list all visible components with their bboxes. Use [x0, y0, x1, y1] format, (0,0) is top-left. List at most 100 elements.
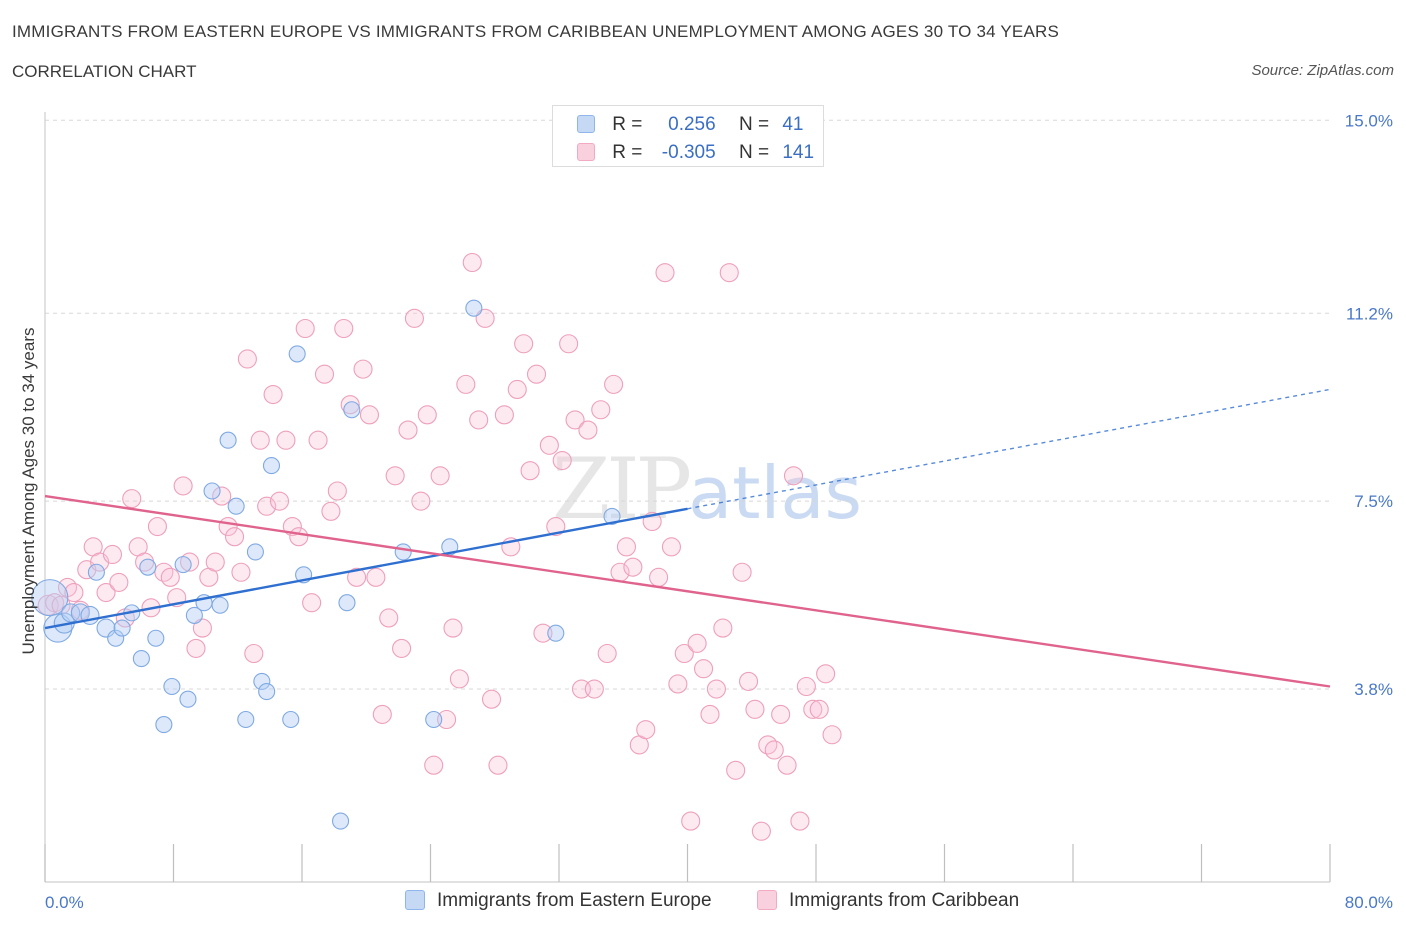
trend-line-eastern-europe: [44, 507, 688, 630]
chart-subtitle: CORRELATION CHART: [12, 62, 197, 81]
y-axis-title: Unemployment Among Ages 30 to 34 years: [19, 328, 38, 655]
legend-row-caribbean: R = -0.305 N = 141: [577, 142, 814, 164]
legend-n-label: N =: [738, 114, 770, 135]
point-caribbean: [546, 516, 566, 537]
point-eastern-europe: [87, 563, 105, 581]
point-eastern-europe: [237, 710, 255, 729]
point-caribbean: [507, 379, 527, 399]
point-caribbean: [340, 395, 360, 415]
point-caribbean: [514, 334, 534, 354]
axis-labels: 3.8% 7.5% 11.2% 15.0% 0.0% 80.0% Unemployment …: [19, 111, 1393, 912]
trend-lines: [44, 388, 1331, 688]
point-caribbean: [244, 643, 264, 664]
legend-r-value: 0.256: [668, 114, 716, 135]
point-eastern-europe: [394, 543, 412, 561]
point-caribbean: [385, 466, 405, 486]
point-eastern-europe: [185, 606, 203, 624]
legend-item-eastern-europe: Immigrants from Eastern Europe: [405, 890, 712, 912]
point-eastern-europe: [282, 710, 300, 729]
point-eastern-europe: [179, 690, 197, 708]
legend-label-caribbean: Immigrants from Caribbean: [789, 890, 1020, 911]
point-eastern-europe: [43, 613, 73, 643]
point-caribbean: [475, 308, 495, 328]
point-caribbean: [269, 491, 290, 511]
point-caribbean: [777, 755, 797, 775]
legend-swatch-caribbean: [577, 143, 595, 161]
point-caribbean: [745, 699, 765, 719]
point-eastern-europe: [246, 543, 264, 561]
point-caribbean: [237, 349, 257, 369]
trend-line-caribbean: [44, 494, 1331, 688]
legend-swatch-caribbean: [757, 890, 777, 910]
point-caribbean: [520, 461, 540, 481]
point-caribbean: [411, 491, 431, 511]
point-caribbean: [809, 699, 829, 719]
point-caribbean: [559, 334, 579, 354]
legend-n-label: N =: [738, 142, 770, 163]
point-caribbean: [494, 405, 514, 425]
point-caribbean: [758, 735, 778, 755]
point-eastern-europe: [227, 497, 245, 515]
point-caribbean: [456, 374, 476, 394]
point-caribbean: [205, 552, 225, 572]
point-caribbean: [308, 430, 328, 450]
series-eastern-europe: [31, 299, 621, 830]
point-caribbean: [655, 263, 675, 283]
point-caribbean: [481, 689, 502, 709]
point-caribbean: [700, 704, 720, 724]
point-caribbean: [263, 384, 283, 405]
point-eastern-europe: [61, 603, 81, 623]
point-caribbean: [597, 643, 617, 664]
trend-line-eastern-europe-extension: [687, 388, 1331, 510]
point-caribbean: [173, 476, 193, 496]
point-eastern-europe: [155, 716, 173, 734]
point-caribbean: [674, 643, 694, 664]
point-caribbean: [392, 638, 412, 658]
point-caribbean: [751, 821, 771, 841]
grid-lines: [45, 119, 1330, 690]
point-caribbean: [417, 405, 437, 425]
point-caribbean: [295, 318, 315, 339]
point-caribbean: [257, 496, 277, 516]
point-caribbean: [212, 486, 232, 506]
point-eastern-europe: [203, 482, 221, 500]
chart-title: IMMIGRANTS FROM EASTERN EUROPE VS IMMIGR…: [12, 22, 1060, 41]
point-caribbean: [186, 638, 206, 658]
point-caribbean: [687, 633, 707, 653]
point-caribbean: [732, 562, 752, 582]
point-caribbean: [584, 679, 604, 699]
legend-label-eastern-europe: Immigrants from Eastern Europe: [437, 890, 712, 911]
point-caribbean: [661, 537, 681, 557]
point-caribbean: [379, 608, 399, 628]
point-eastern-europe: [139, 558, 157, 576]
point-caribbean: [347, 567, 367, 587]
point-caribbean: [180, 552, 200, 572]
point-eastern-europe: [338, 594, 356, 612]
point-caribbean: [604, 374, 624, 394]
point-caribbean: [738, 671, 759, 691]
point-eastern-europe: [107, 629, 125, 647]
point-eastern-europe: [343, 401, 361, 419]
point-eastern-europe: [331, 812, 350, 830]
point-caribbean: [424, 755, 444, 775]
point-caribbean: [649, 567, 669, 587]
point-caribbean: [147, 516, 167, 537]
point-caribbean: [359, 405, 380, 425]
legend-item-caribbean: Immigrants from Caribbean: [757, 890, 1019, 912]
point-caribbean: [623, 557, 643, 577]
point-caribbean: [726, 760, 746, 780]
point-eastern-europe: [465, 299, 483, 317]
point-eastern-europe: [219, 431, 237, 449]
point-caribbean: [616, 537, 637, 557]
y-tick-label: 11.2%: [1346, 304, 1393, 323]
point-caribbean: [771, 704, 791, 724]
point-caribbean: [822, 725, 842, 745]
correlation-legend: R = 0.256 N = 41 R = -0.305 N = 141: [552, 105, 824, 167]
point-eastern-europe: [253, 672, 271, 690]
point-eastern-europe: [163, 677, 181, 696]
point-eastern-europe: [147, 629, 165, 647]
x-tick-label-max: 80.0%: [1345, 893, 1393, 912]
point-eastern-europe: [113, 619, 131, 637]
point-caribbean: [636, 720, 656, 740]
